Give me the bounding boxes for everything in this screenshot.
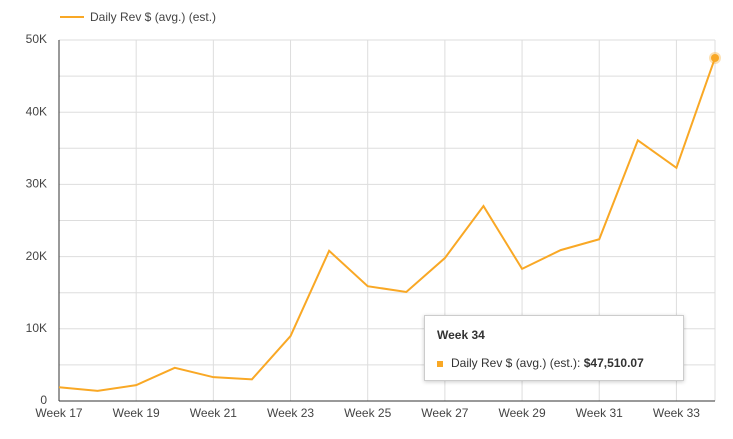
x-tick-label: Week 29	[498, 406, 545, 420]
x-tick-label: Week 27	[421, 406, 468, 420]
x-tick-label: Week 33	[653, 406, 700, 420]
x-tick-label: Week 23	[267, 406, 314, 420]
y-tick-label: 0	[40, 393, 47, 407]
y-tick-label: 30K	[26, 177, 47, 191]
x-tick-label: Week 25	[344, 406, 391, 420]
y-tick-label: 20K	[26, 249, 47, 263]
tooltip-value: $47,510.07	[583, 356, 644, 370]
data-line	[58, 57, 716, 392]
tooltip-label: Daily Rev $ (avg.) (est.):	[451, 356, 581, 370]
x-tick-label: Week 19	[113, 406, 160, 420]
x-tick-label: Week 17	[35, 406, 82, 420]
y-tick-label: 10K	[26, 321, 47, 335]
legend-label: Daily Rev $ (avg.) (est.)	[90, 10, 216, 24]
highlight-point	[711, 53, 719, 62]
y-tick-label: 50K	[26, 32, 47, 46]
tooltip-swatch	[437, 360, 443, 367]
tooltip: Week 34 Daily Rev $ (avg.) (est.): $47,5…	[424, 315, 684, 381]
x-tick-label: Week 21	[190, 406, 237, 420]
x-tick-label: Week 31	[576, 406, 623, 420]
tooltip-row: Daily Rev $ (avg.) (est.): $47,510.07	[437, 356, 644, 370]
tooltip-title: Week 34	[437, 328, 485, 342]
y-tick-label: 40K	[26, 104, 47, 118]
